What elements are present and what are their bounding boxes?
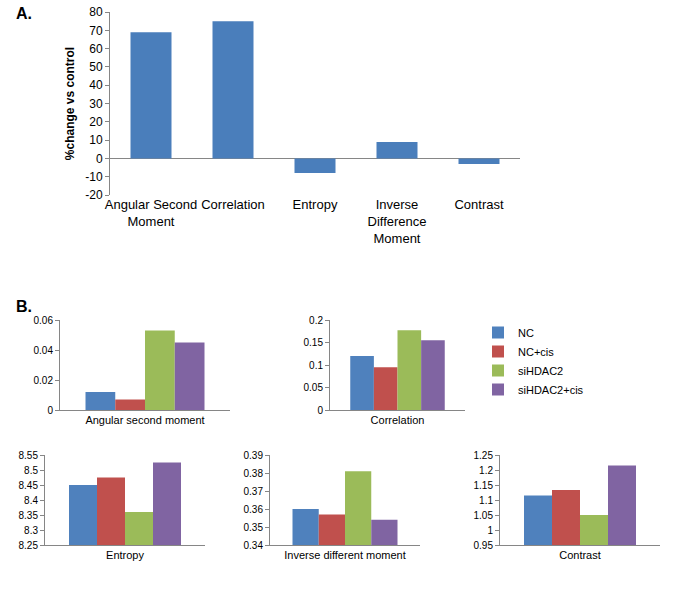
svg-text:8.5: 8.5 [24, 465, 38, 476]
svg-text:8.3: 8.3 [24, 525, 38, 536]
svg-text:70: 70 [89, 24, 103, 38]
svg-text:0.15: 0.15 [304, 337, 324, 348]
svg-text:8.45: 8.45 [19, 480, 39, 491]
svg-text:Contrast: Contrast [454, 197, 504, 212]
svg-text:0.39: 0.39 [244, 450, 264, 461]
svg-text:-20: -20 [85, 188, 103, 202]
svg-text:50: 50 [89, 60, 103, 74]
svg-text:Angular SecondMoment: Angular SecondMoment [105, 197, 198, 229]
svg-text:siHDAC2+cis: siHDAC2+cis [518, 384, 584, 396]
svg-text:Inverse different moment: Inverse different moment [284, 549, 405, 561]
svg-text:0.38: 0.38 [244, 468, 264, 479]
svg-text:0.1: 0.1 [309, 360, 323, 371]
svg-text:Entropy: Entropy [293, 197, 338, 212]
svg-text:8.55: 8.55 [19, 450, 39, 461]
svg-text:siHDAC2: siHDAC2 [518, 365, 563, 377]
svg-text:0.2: 0.2 [309, 315, 323, 326]
svg-text:1.05: 1.05 [474, 510, 494, 521]
svg-text:0.05: 0.05 [304, 382, 324, 393]
svg-text:1: 1 [487, 525, 493, 536]
svg-text:20: 20 [89, 115, 103, 129]
svg-text:NC+cis: NC+cis [518, 346, 554, 358]
svg-text:0.06: 0.06 [34, 315, 54, 326]
svg-text:0: 0 [96, 152, 103, 166]
svg-text:8.4: 8.4 [24, 495, 38, 506]
svg-text:0.35: 0.35 [244, 522, 264, 533]
svg-text:0.36: 0.36 [244, 504, 264, 515]
svg-text:0: 0 [317, 405, 323, 416]
svg-text:0.95: 0.95 [474, 540, 494, 551]
svg-text:10: 10 [89, 133, 103, 147]
svg-text:1.1: 1.1 [479, 495, 493, 506]
svg-text:8.25: 8.25 [19, 540, 39, 551]
svg-text:80: 80 [89, 5, 103, 19]
svg-text:A.: A. [16, 5, 32, 22]
svg-text:Correlation: Correlation [371, 414, 425, 426]
svg-text:1.25: 1.25 [474, 450, 494, 461]
svg-text:8.35: 8.35 [19, 510, 39, 521]
svg-text:0.04: 0.04 [34, 345, 54, 356]
svg-text:-10: -10 [85, 170, 103, 184]
svg-text:60: 60 [89, 42, 103, 56]
svg-text:B.: B. [16, 298, 32, 315]
svg-text:0.34: 0.34 [244, 540, 264, 551]
svg-text:InverseDifferenceMoment: InverseDifferenceMoment [367, 197, 426, 246]
svg-text:Contrast: Contrast [559, 549, 601, 561]
svg-text:0.02: 0.02 [34, 375, 54, 386]
svg-text:0: 0 [47, 405, 53, 416]
svg-text:Entropy: Entropy [106, 549, 144, 561]
svg-text:40: 40 [89, 78, 103, 92]
svg-text:Angular second moment: Angular second moment [85, 414, 204, 426]
svg-text:Correlation: Correlation [201, 197, 265, 212]
svg-text:1.2: 1.2 [479, 465, 493, 476]
svg-text:1.15: 1.15 [474, 480, 494, 491]
svg-text:30: 30 [89, 97, 103, 111]
svg-text:%change vs control: %change vs control [63, 47, 77, 160]
svg-text:NC: NC [518, 327, 534, 339]
svg-text:0.37: 0.37 [244, 486, 264, 497]
